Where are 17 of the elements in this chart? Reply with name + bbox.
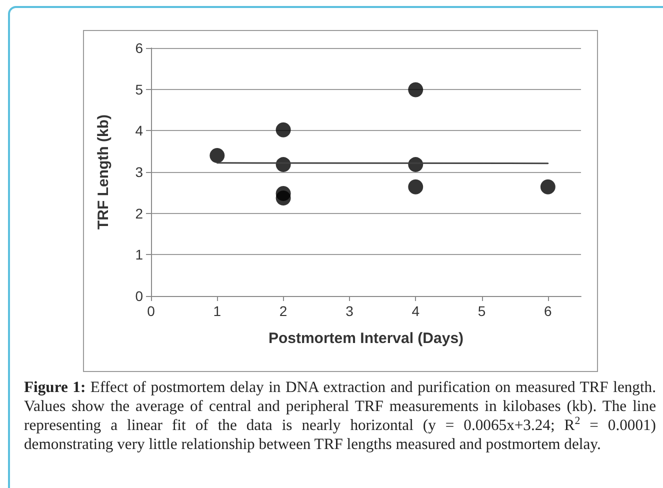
x-tick-label: 0: [147, 303, 156, 319]
x-axis-title: Postmortem Interval (Days): [268, 330, 464, 347]
y-axis-title: TRF Length (kb): [95, 114, 112, 230]
y-tick-label: 0: [135, 288, 144, 304]
x-tick-label: 2: [279, 303, 288, 319]
y-tick-label: 1: [135, 246, 144, 263]
x-tick-label: 5: [478, 303, 486, 319]
x-tick-label: 4: [412, 303, 420, 319]
y-tick-label: 5: [135, 81, 144, 98]
x-tick-label: 6: [544, 303, 552, 319]
y-tick-label: 4: [135, 122, 144, 139]
x-tick-label: 3: [346, 303, 354, 319]
y-tick-label: 3: [135, 164, 144, 180]
caption: Figure 1:: [24, 379, 86, 396]
x-tick-label: 1: [213, 303, 222, 319]
y-tick-label: 2: [135, 205, 144, 222]
y-tick-label: 6: [135, 40, 144, 56]
